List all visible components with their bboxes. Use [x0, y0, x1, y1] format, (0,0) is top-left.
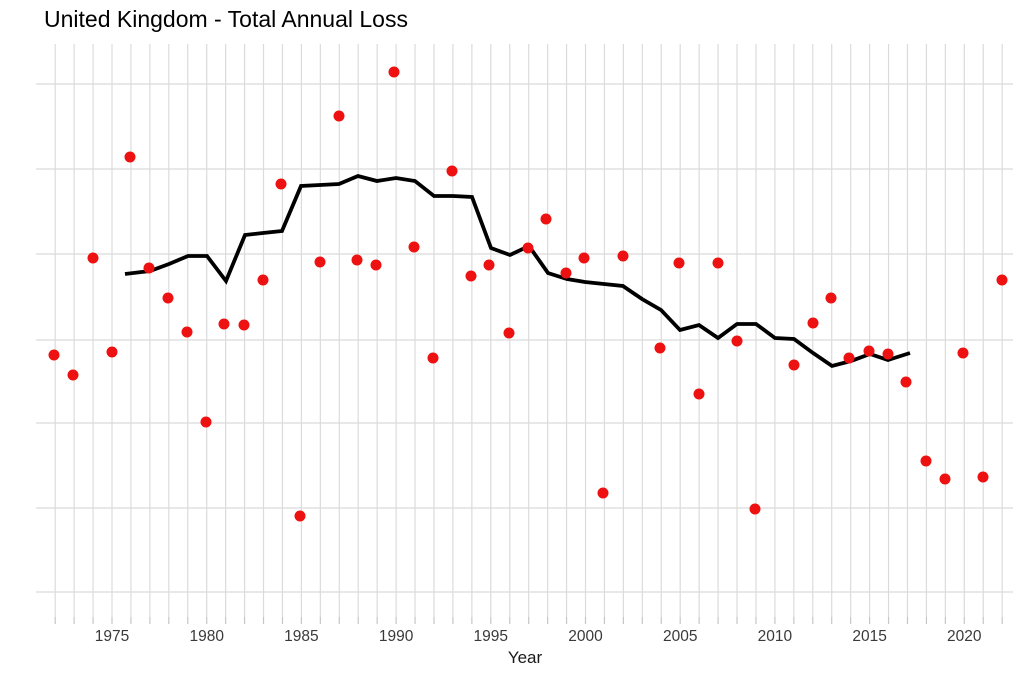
data-point: [67, 369, 79, 381]
data-point: [749, 503, 761, 515]
data-point: [162, 292, 174, 304]
data-point: [294, 510, 306, 522]
data-point: [257, 274, 269, 286]
x-axis-title: Year: [507, 648, 543, 667]
chart-title: United Kingdom - Total Annual Loss: [44, 6, 408, 32]
x-tick-label: 1990: [379, 628, 414, 645]
data-point: [843, 352, 855, 364]
data-point: [218, 318, 230, 330]
x-tick-label: 1975: [95, 628, 129, 645]
x-tick-label: 2005: [663, 628, 697, 645]
data-point: [654, 342, 666, 354]
data-point: [731, 335, 743, 347]
data-point: [181, 326, 193, 338]
data-point: [578, 252, 590, 264]
x-tick-label: 1995: [474, 628, 508, 645]
data-point: [957, 347, 969, 359]
data-point: [882, 348, 894, 360]
data-point: [388, 66, 400, 78]
data-point: [427, 352, 439, 364]
x-tick-label: 2000: [568, 628, 603, 645]
x-tick-label: 2020: [947, 628, 982, 645]
data-point: [522, 242, 534, 254]
data-point: [597, 487, 609, 499]
data-point: [900, 376, 912, 388]
data-point: [370, 259, 382, 271]
data-point: [863, 345, 875, 357]
data-point: [465, 270, 477, 282]
data-point: [693, 388, 705, 400]
data-point: [408, 241, 420, 253]
x-tick-label: 1985: [284, 628, 318, 645]
data-point: [788, 359, 800, 371]
x-tick-label: 2010: [758, 628, 793, 645]
data-point: [939, 473, 951, 485]
x-tick-label: 1980: [189, 628, 224, 645]
data-point: [807, 317, 819, 329]
data-point: [825, 292, 837, 304]
data-point: [200, 416, 212, 428]
data-point: [503, 327, 515, 339]
data-point: [48, 349, 60, 361]
data-point: [275, 178, 287, 190]
data-point: [124, 151, 136, 163]
trend-line: [124, 173, 911, 369]
data-point: [351, 254, 363, 266]
data-point: [446, 165, 458, 177]
data-point: [106, 346, 118, 358]
data-point: [540, 213, 552, 225]
data-point: [560, 267, 572, 279]
data-point: [977, 471, 989, 483]
data-point: [673, 257, 685, 269]
data-point: [617, 250, 629, 262]
data-point: [920, 455, 932, 467]
x-tick-label: 2015: [852, 628, 886, 645]
data-point: [238, 319, 250, 331]
data-point: [333, 110, 345, 122]
data-point: [996, 274, 1008, 286]
data-point: [483, 259, 495, 271]
data-point: [87, 252, 99, 264]
data-point: [143, 262, 155, 274]
data-point: [314, 256, 326, 268]
data-point: [712, 257, 724, 269]
